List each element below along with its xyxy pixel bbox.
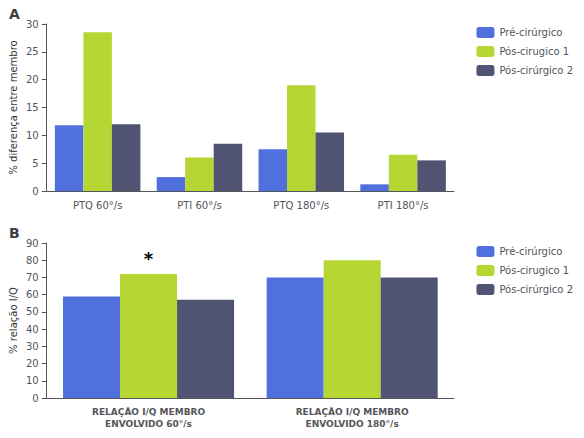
svg-text:Pré-cirúrgico: Pré-cirúrgico [499,27,562,38]
svg-text:30: 30 [26,19,39,30]
svg-text:0: 0 [32,186,38,197]
svg-text:10: 10 [26,130,39,141]
svg-text:25: 25 [26,46,39,57]
svg-text:A: A [9,6,20,22]
svg-text:PTI 180°/s: PTI 180°/s [378,200,429,211]
svg-text:15: 15 [26,102,39,113]
svg-text:% relação I/Q: % relação I/Q [8,287,19,354]
svg-text:Pré-cirúrgico: Pré-cirúrgico [499,246,562,257]
svg-text:PTQ 60°/s: PTQ 60°/s [73,200,123,211]
svg-text:PTI 60°/s: PTI 60°/s [177,200,222,211]
svg-text:Pós-cirugico 1: Pós-cirugico 1 [499,46,569,57]
svg-text:Pós-cirúrgico 2: Pós-cirúrgico 2 [499,284,573,295]
svg-text:80: 80 [26,255,39,266]
svg-text:Pós-cirúrgico 2: Pós-cirúrgico 2 [499,65,573,76]
svg-text:5: 5 [32,158,38,169]
svg-text:ENVOLVIDO 60°/s: ENVOLVIDO 60°/s [105,419,192,429]
svg-text:40: 40 [26,324,39,335]
svg-text:20: 20 [26,74,39,85]
svg-text:B: B [9,225,20,241]
svg-text:PTQ 180°/s: PTQ 180°/s [273,200,329,211]
svg-text:20: 20 [26,358,39,369]
svg-text:30: 30 [26,341,39,352]
svg-text:*: * [144,248,154,269]
svg-text:70: 70 [26,272,39,283]
svg-text:10: 10 [26,375,39,386]
svg-text:50: 50 [26,306,39,317]
svg-text:RELAÇÃO I/Q MEMBRO: RELAÇÃO I/Q MEMBRO [296,407,409,417]
svg-text:ENVOLVIDO 180°/s: ENVOLVIDO 180°/s [306,419,399,429]
svg-text:90: 90 [26,238,39,249]
svg-text:60: 60 [26,289,39,300]
svg-text:% diferença entre membro: % diferença entre membro [8,40,19,174]
svg-text:RELAÇÃO I/Q MEMBRO: RELAÇÃO I/Q MEMBRO [92,407,205,417]
svg-text:0: 0 [32,393,38,404]
svg-text:Pós-cirugico 1: Pós-cirugico 1 [499,265,569,276]
